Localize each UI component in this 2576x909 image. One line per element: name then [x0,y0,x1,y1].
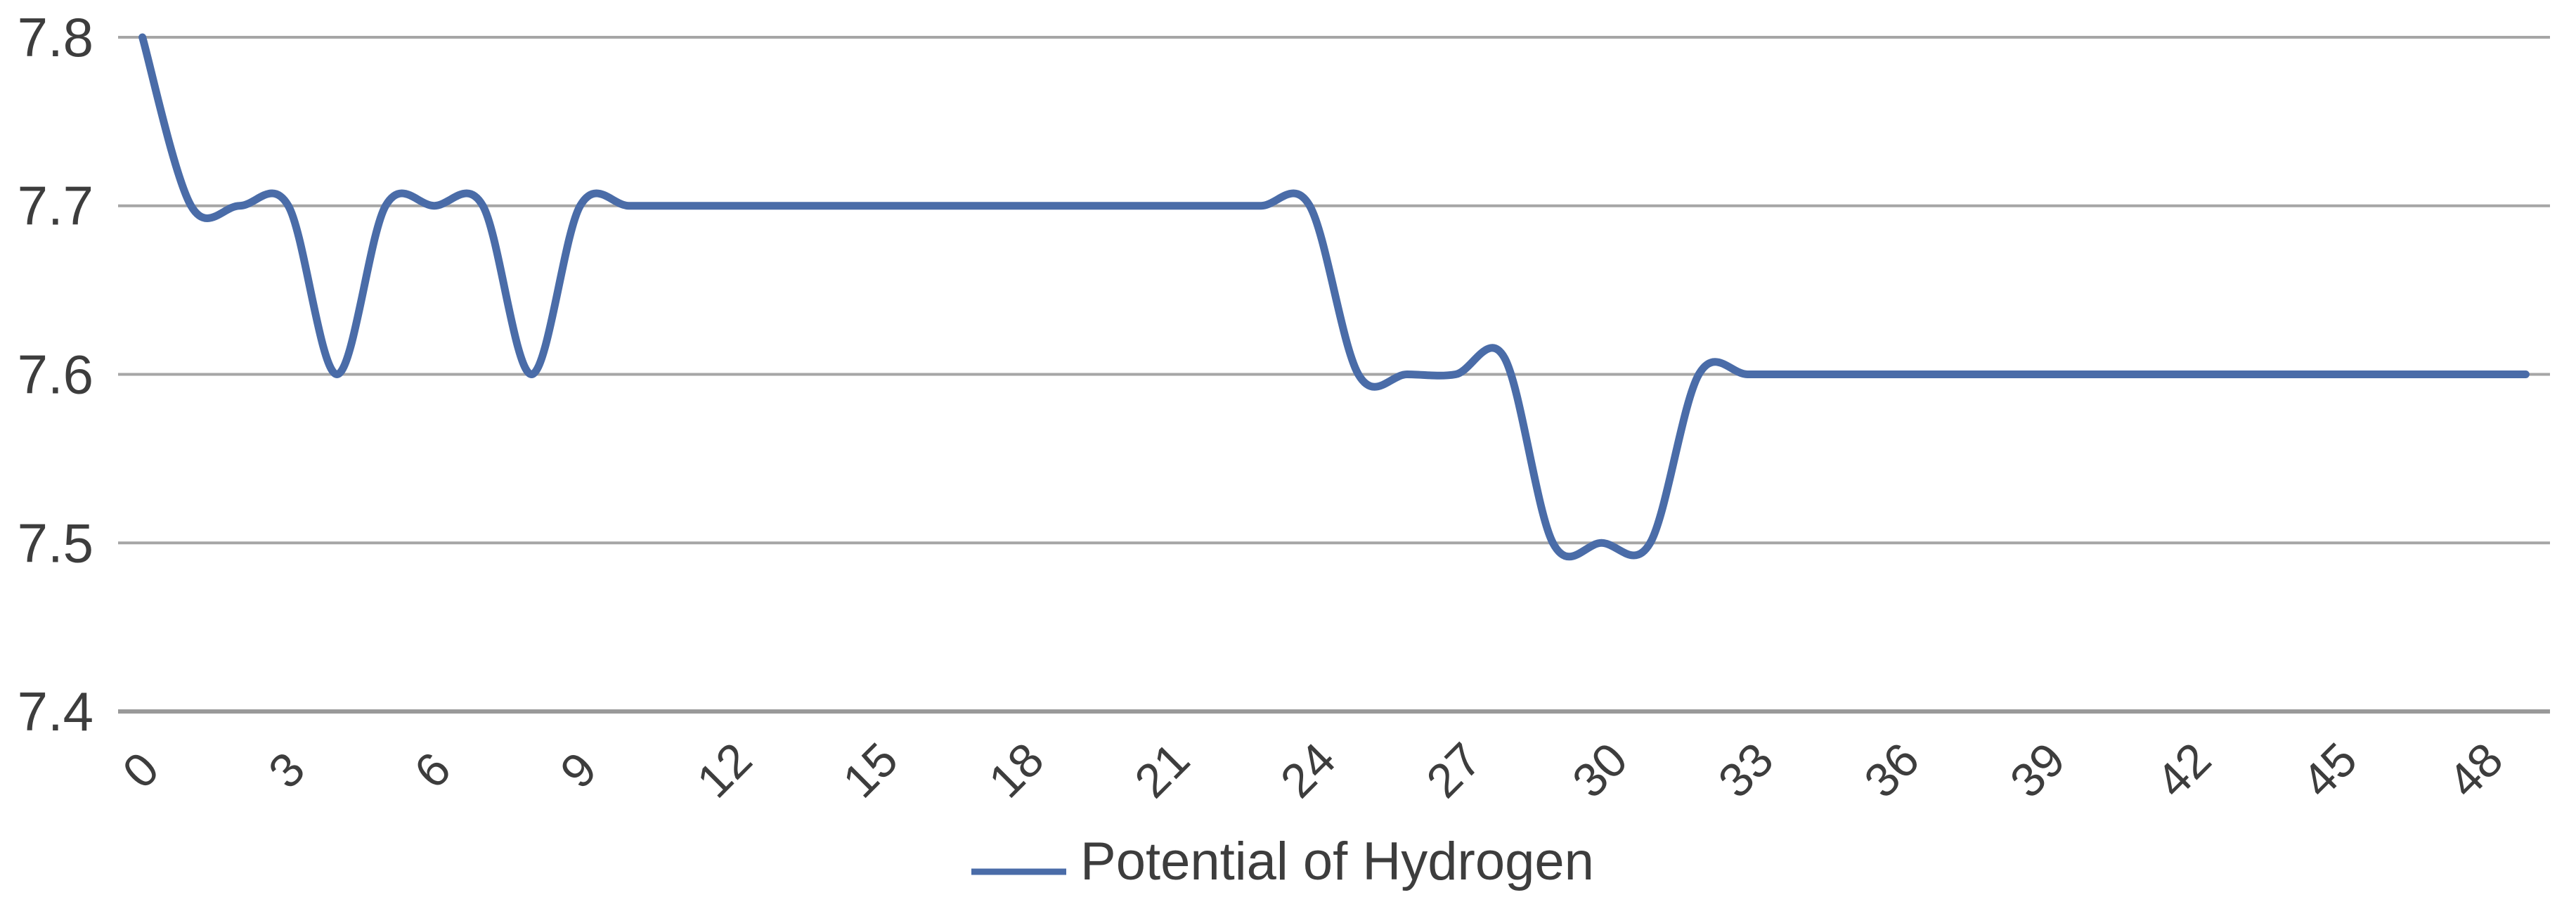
gridlines [118,36,2550,714]
y-axis-tick-labels: 7.8 7.7 7.6 7.5 7.4 [18,6,93,742]
x-axis-tick-label: 39 [2000,733,2076,808]
y-axis-tick-label: 7.5 [18,512,93,574]
x-axis-tick-label: 36 [1854,733,1929,808]
y-axis-tick-label: 7.7 [18,175,93,237]
series-line-potential-of-hydrogen [138,33,2530,561]
x-axis-tick-label: 9 [550,742,607,798]
x-axis-tick-label: 12 [687,733,762,808]
x-axis-tick-label: 0 [112,742,169,798]
x-axis-tick-label: 6 [404,742,460,798]
y-axis-tick-label: 7.6 [18,344,93,406]
legend: Potential of Hydrogen [971,832,1594,891]
x-axis-tick-label: 3 [259,742,315,798]
x-axis-tick-labels: 0 3 6 9 12 15 18 21 24 27 30 33 36 39 42 45 48 [112,733,2513,808]
x-axis-tick-label: 18 [978,733,1054,808]
x-axis-tick-label: 30 [1562,733,1638,808]
x-axis-tick-label: 27 [1416,733,1491,808]
y-axis-tick-label: 7.4 [18,681,93,742]
x-axis-tick-label: 33 [1708,733,1783,808]
x-axis-tick-label: 48 [2438,733,2513,808]
legend-label: Potential of Hydrogen [1080,832,1594,891]
x-axis-tick-label: 42 [2146,733,2221,808]
x-axis-tick-label: 45 [2292,733,2367,808]
y-axis-tick-label: 7.8 [18,6,93,68]
x-axis-tick-label: 21 [1125,733,1200,808]
x-axis-tick-label: 24 [1271,733,1346,808]
x-axis-tick-label: 15 [833,733,908,808]
